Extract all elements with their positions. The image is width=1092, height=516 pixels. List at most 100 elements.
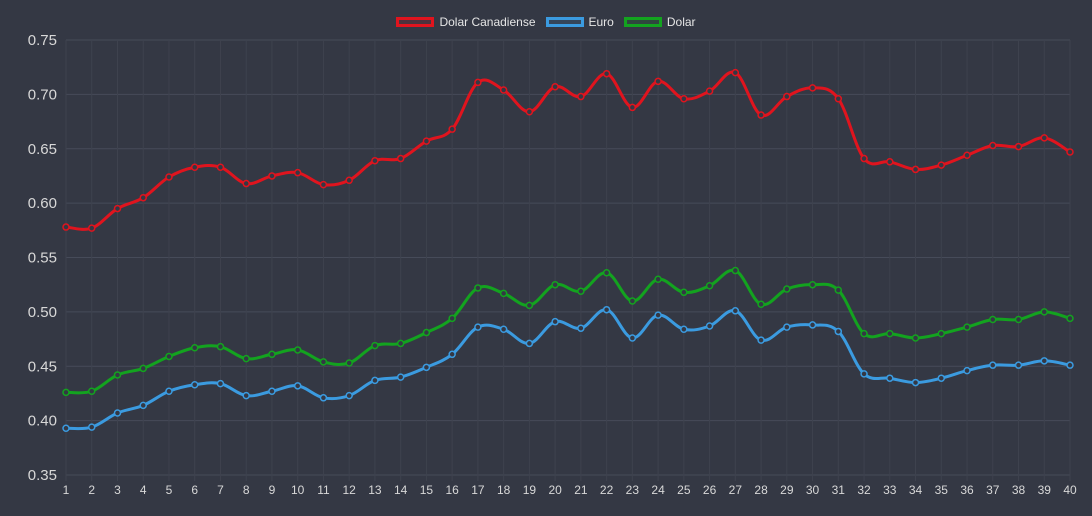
data-point-dolar[interactable] (1014, 315, 1023, 324)
data-point-dolar-canadiense[interactable] (525, 108, 534, 116)
data-point-euro[interactable] (731, 307, 740, 315)
data-point-dolar-canadiense[interactable] (963, 151, 971, 160)
data-point-dolar[interactable] (319, 358, 328, 366)
data-point-dolar-canadiense[interactable] (860, 154, 868, 163)
data-point-euro[interactable] (937, 374, 946, 382)
data-point-euro[interactable] (551, 317, 559, 326)
data-point-euro[interactable] (190, 380, 199, 389)
data-point-euro[interactable] (113, 409, 122, 417)
data-point-dolar-canadiense[interactable] (1066, 148, 1074, 156)
data-point-euro[interactable] (577, 324, 585, 332)
data-point-dolar[interactable] (87, 387, 96, 396)
data-point-dolar-canadiense[interactable] (319, 180, 328, 189)
data-point-euro[interactable] (216, 379, 225, 388)
data-point-dolar-canadiense[interactable] (628, 103, 637, 112)
data-point-dolar-canadiense[interactable] (242, 179, 250, 188)
data-point-dolar[interactable] (783, 285, 791, 293)
data-point-dolar-canadiense[interactable] (422, 137, 431, 145)
data-point-dolar[interactable] (911, 334, 920, 342)
data-point-dolar-canadiense[interactable] (293, 168, 302, 177)
data-point-dolar[interactable] (937, 329, 946, 338)
data-point-dolar[interactable] (190, 344, 199, 352)
data-point-dolar[interactable] (654, 275, 662, 283)
data-point-dolar-canadiense[interactable] (731, 68, 740, 77)
data-point-euro[interactable] (319, 394, 328, 402)
data-point-euro[interactable] (1014, 361, 1023, 369)
data-point-dolar-canadiense[interactable] (680, 94, 688, 103)
data-point-dolar-canadiense[interactable] (705, 87, 714, 95)
data-point-dolar[interactable] (628, 297, 637, 305)
data-point-dolar-canadiense[interactable] (551, 83, 559, 91)
data-point-dolar-canadiense[interactable] (654, 77, 662, 86)
data-point-euro[interactable] (422, 363, 431, 372)
data-point-dolar-canadiense[interactable] (62, 223, 70, 231)
data-point-dolar[interactable] (242, 354, 250, 363)
data-point-dolar[interactable] (705, 282, 714, 290)
data-point-dolar-canadiense[interactable] (834, 94, 843, 103)
data-point-dolar[interactable] (422, 328, 431, 337)
data-point-euro[interactable] (345, 391, 353, 400)
data-point-dolar[interactable] (293, 346, 302, 354)
data-point-dolar[interactable] (139, 364, 147, 373)
legend-item-dolar[interactable]: Dolar (623, 15, 696, 29)
data-point-dolar[interactable] (577, 287, 585, 295)
data-point-dolar[interactable] (62, 388, 70, 397)
data-point-euro[interactable] (396, 373, 405, 381)
data-point-dolar-canadiense[interactable] (937, 161, 946, 169)
data-point-dolar[interactable] (371, 341, 379, 350)
data-point-dolar[interactable] (1066, 314, 1074, 323)
data-point-dolar-canadiense[interactable] (87, 224, 96, 232)
data-point-dolar[interactable] (989, 315, 997, 324)
data-point-dolar[interactable] (474, 284, 482, 292)
data-point-dolar-canadiense[interactable] (268, 172, 276, 180)
data-point-dolar[interactable] (860, 329, 868, 338)
data-point-dolar-canadiense[interactable] (165, 173, 173, 181)
data-point-euro[interactable] (860, 370, 868, 378)
data-point-dolar[interactable] (113, 371, 122, 379)
data-point-dolar[interactable] (602, 268, 611, 277)
data-point-dolar[interactable] (345, 359, 353, 367)
data-point-dolar[interactable] (396, 339, 405, 348)
data-point-dolar[interactable] (680, 288, 688, 297)
data-point-euro[interactable] (705, 322, 714, 330)
data-point-euro[interactable] (293, 382, 302, 390)
data-point-euro[interactable] (474, 323, 482, 331)
data-point-euro[interactable] (62, 424, 70, 432)
data-point-euro[interactable] (1040, 357, 1049, 365)
data-point-euro[interactable] (371, 376, 379, 385)
data-point-dolar-canadiense[interactable] (113, 204, 122, 213)
data-point-euro[interactable] (268, 387, 276, 396)
data-point-dolar-canadiense[interactable] (190, 163, 199, 171)
data-point-euro[interactable] (139, 401, 147, 410)
data-point-dolar-canadiense[interactable] (474, 78, 482, 87)
data-point-euro[interactable] (834, 327, 843, 336)
legend-item-dolar-canadiense[interactable]: Dolar Canadiense (396, 15, 536, 29)
data-point-dolar-canadiense[interactable] (448, 125, 456, 133)
data-point-dolar[interactable] (499, 289, 508, 298)
data-point-dolar-canadiense[interactable] (216, 163, 225, 171)
data-point-dolar-canadiense[interactable] (886, 158, 894, 166)
data-point-dolar-canadiense[interactable] (1014, 142, 1023, 151)
data-point-dolar[interactable] (757, 300, 765, 309)
data-point-euro[interactable] (886, 374, 894, 382)
data-point-euro[interactable] (963, 366, 971, 375)
data-point-dolar[interactable] (808, 280, 817, 289)
data-point-euro[interactable] (448, 350, 456, 359)
data-point-dolar[interactable] (731, 266, 740, 275)
data-point-dolar[interactable] (216, 342, 225, 351)
data-point-euro[interactable] (242, 391, 250, 400)
data-point-euro[interactable] (499, 325, 508, 334)
data-point-dolar-canadiense[interactable] (602, 69, 611, 78)
data-point-dolar[interactable] (834, 286, 843, 294)
data-point-dolar[interactable] (886, 329, 894, 338)
data-point-dolar-canadiense[interactable] (989, 141, 997, 150)
data-point-euro[interactable] (525, 339, 534, 348)
data-point-dolar-canadiense[interactable] (808, 84, 817, 92)
data-point-dolar-canadiense[interactable] (783, 92, 791, 101)
data-point-euro[interactable] (654, 311, 662, 319)
data-point-dolar[interactable] (551, 280, 559, 289)
legend-item-euro[interactable]: Euro (545, 15, 614, 29)
data-point-dolar-canadiense[interactable] (577, 92, 585, 101)
data-point-dolar[interactable] (268, 350, 276, 359)
data-point-euro[interactable] (87, 423, 96, 431)
